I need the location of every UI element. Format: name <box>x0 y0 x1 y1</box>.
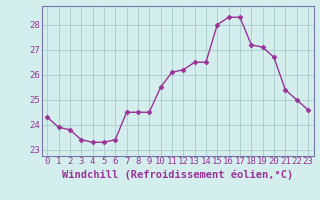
X-axis label: Windchill (Refroidissement éolien,°C): Windchill (Refroidissement éolien,°C) <box>62 169 293 180</box>
